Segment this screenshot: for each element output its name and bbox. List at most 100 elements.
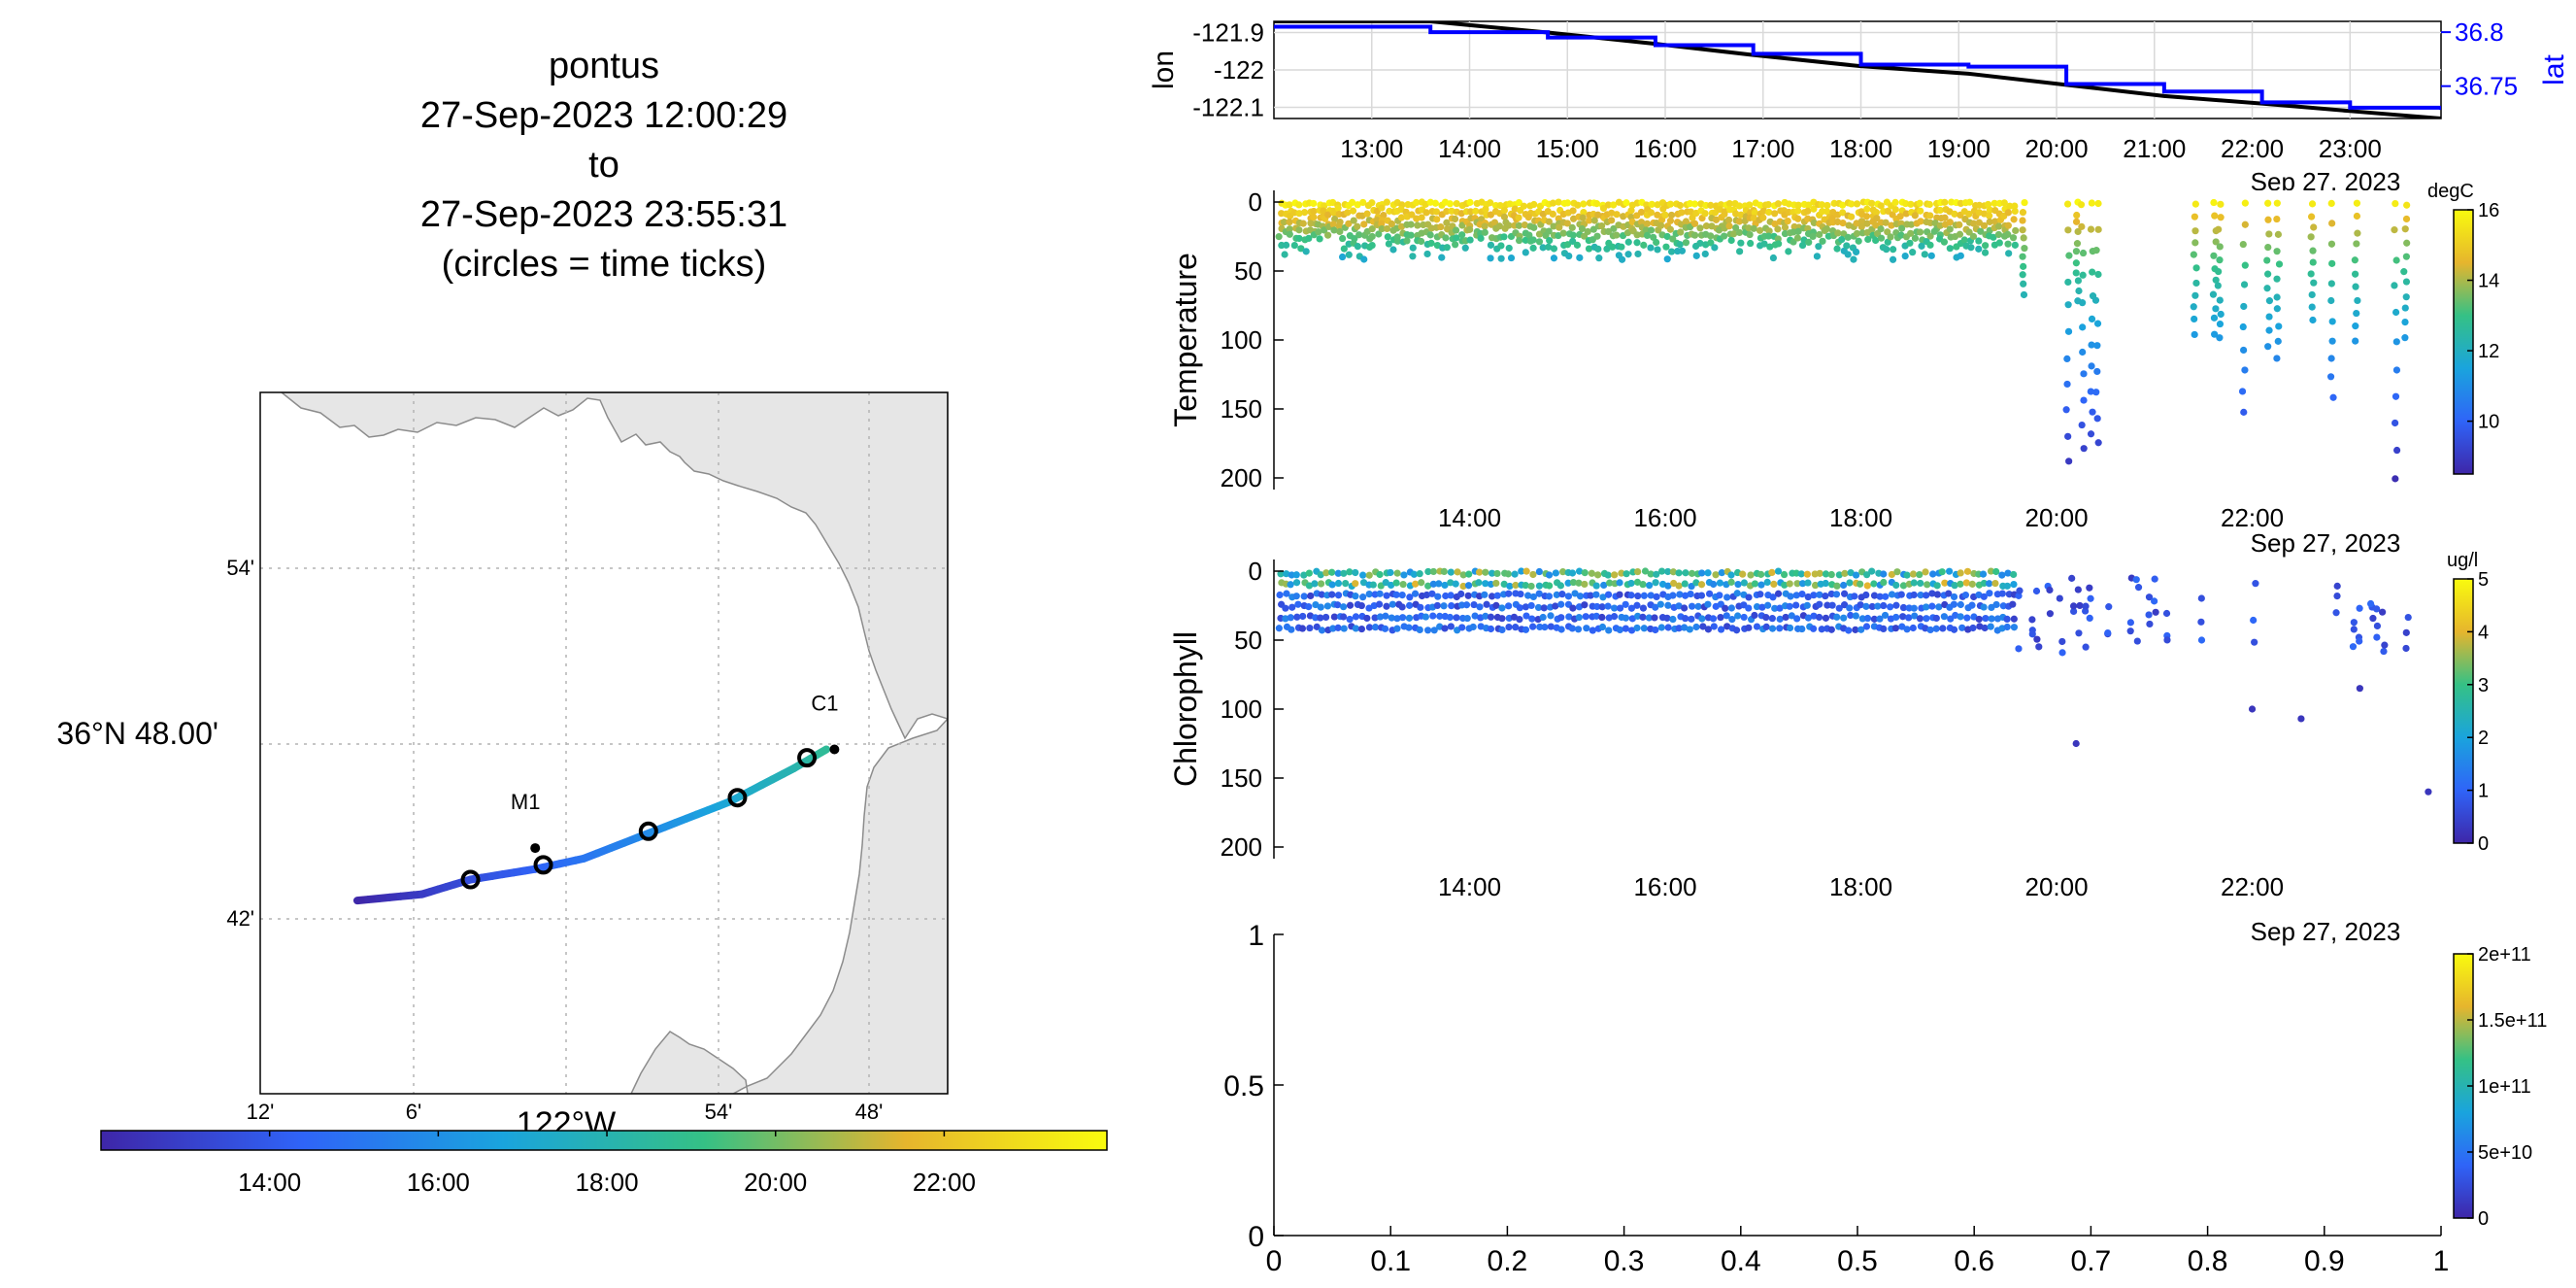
temperature-point [1316,235,1323,243]
chlorophyll-point [1957,613,1964,621]
chlorophyll-point [1888,591,1896,598]
chlorophyll-point [1575,579,1583,587]
temperature-point [1521,220,1528,229]
temperature-point [1848,213,1856,220]
lat-yticks: 36.8 36.75 [2441,17,2518,101]
chlorophyll-point [1376,590,1384,597]
chlorophyll-point [1876,593,1884,600]
chlorophyll-point [1475,579,1483,587]
temperature-point [1443,244,1451,252]
temperature-point [1295,234,1303,243]
temperature-point [1388,220,1396,228]
temperature-point [1930,227,1938,235]
temperature-point [1902,210,1910,218]
colorbar-tick-label: 16 [2478,200,2499,221]
chlorophyll-point [1623,570,1630,578]
chlorophyll-point [1663,614,1671,622]
temperature-point [1975,219,1983,226]
chlorophyll-point [1434,593,1442,600]
map-colorbar-ticks: 14:00 16:00 18:00 20:00 22:00 [238,1131,976,1197]
temperature-point [2190,303,2197,311]
chlorophyll-point [1576,593,1585,600]
chlorophyll-point [1487,613,1495,621]
chlorophyll-point [1833,582,1841,590]
temperature-point [2019,217,2026,224]
temperature-point [1647,209,1656,217]
chlorophyll-point [1733,590,1741,597]
figure-title: pontus 27-Sep-2023 12:00:29 to 27-Sep-20… [420,46,787,285]
temperature-point [1909,249,1917,256]
temperature-point [2329,393,2337,401]
chlorophyll-point [1545,593,1554,600]
chlorophyll-point [1774,567,1783,575]
temperature-point [1810,219,1818,227]
temperature-point [1466,236,1474,244]
temperature-point [2402,293,2410,301]
chlorophyll-point [1317,580,1325,588]
x-tick-label: 0.1 [1370,1245,1411,1277]
chlorophyll-point [1798,590,1806,598]
chlorophyll-point [1739,570,1747,578]
chlorophyll-point [1375,600,1384,608]
chlorophyll-point [1569,604,1577,612]
chlorophyll-point [1633,624,1641,632]
chlorophyll-point [1798,580,1807,588]
temperature-point [2192,264,2200,272]
temperature-point [2354,296,2361,305]
temperature-point [1774,200,1782,208]
chlorophyll-point [1669,568,1677,576]
temperature-point [1653,238,1660,247]
temperature-point [2215,225,2223,233]
temperature-point [1643,220,1651,227]
temperature-point [2011,202,2019,210]
chlorophyll-point [1535,567,1543,576]
chlorophyll-point [1880,625,1888,633]
temperature-point [1750,224,1757,232]
chlorophyll-point [1429,612,1437,620]
temperature-point [1315,228,1322,236]
chlorophyll-point [1452,580,1459,588]
chlorophyll-point [1568,625,1576,632]
chlorophyll-point [1334,592,1343,599]
chlorophyll-point [2086,614,2093,622]
chlorophyll-point [1435,580,1443,588]
chlorophyll-point [1882,593,1890,600]
colorbar-tick-label: 3 [2478,675,2489,696]
chlorophyll-point [1694,602,1702,610]
colorbar-tick-label: 14:00 [238,1168,301,1197]
temperature-point [2264,270,2272,278]
temperature-point [1764,201,1772,209]
temperature-point [1584,227,1591,236]
chlorophyll-point [1459,582,1467,591]
temperature-point [1918,242,1925,250]
chlorophyll-point [1528,615,1536,623]
chlorophyll-point [1527,601,1535,610]
chlorophyll-point [1687,590,1694,598]
chlorophyll-point [1592,591,1600,598]
temperature-point [2352,270,2359,278]
chlorophyll-point [1928,590,1936,597]
chlorophyll-point [1917,592,1924,599]
temperature-point [1613,231,1621,239]
colorbar-tick-label: 18:00 [576,1168,639,1197]
temperature-point [2064,432,2072,440]
temperature-point [1550,245,1558,253]
temperature-point [2073,211,2081,220]
chlorophyll-point [1510,613,1519,621]
temperature-point [1438,254,1446,261]
temperature-point [1613,211,1621,219]
map-colorbar [100,1130,1108,1151]
x-tick-label: 16:00 [1633,503,1696,532]
temperature-point [2094,199,2102,208]
chlorophyll-point [1440,567,1448,576]
temperature-point [1654,211,1661,219]
temperature-point [1299,220,1307,227]
chlorophyll-point [1681,580,1689,588]
temperature-point [1967,244,1975,252]
station-label: C1 [811,691,838,715]
temperature-point [1336,227,1344,236]
temperature-point [1897,231,1905,239]
chlorophyll-point [1622,614,1630,622]
temperature-point [1594,245,1602,253]
temperature-point [1696,224,1704,232]
